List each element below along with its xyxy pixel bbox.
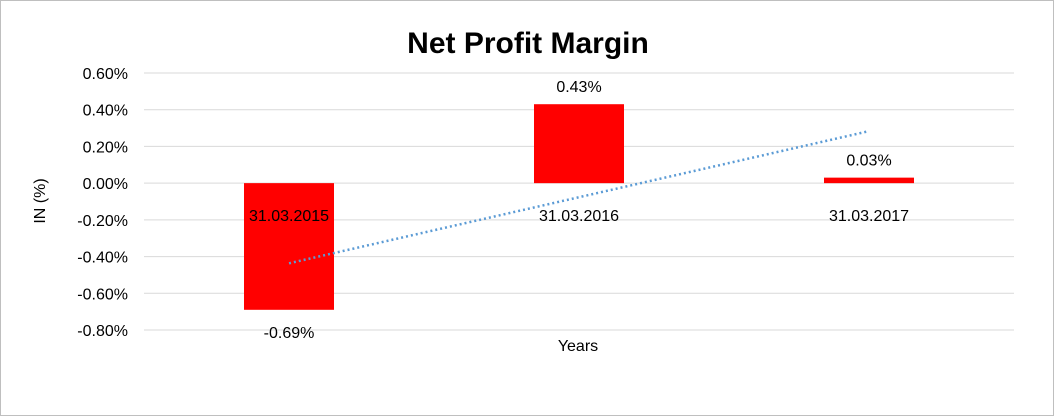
x-axis-title: Years xyxy=(558,338,598,355)
category-labels: 31.03.2015 31.03.2016 31.03.2017 xyxy=(249,208,909,225)
y-tick-label: -0.20% xyxy=(77,213,128,230)
y-tick-label: -0.80% xyxy=(77,323,128,340)
y-tick-label: 0.40% xyxy=(83,103,128,120)
bar xyxy=(824,177,914,184)
chart-title: Net Profit Margin xyxy=(407,27,649,60)
data-label: 0.43% xyxy=(556,79,601,96)
bar-layer xyxy=(244,104,914,310)
trendline-layer xyxy=(288,129,870,265)
data-label: 0.03% xyxy=(846,153,891,170)
y-tick-label: -0.60% xyxy=(77,286,128,303)
bar xyxy=(534,104,624,184)
trendline xyxy=(288,129,870,265)
category-label: 31.03.2016 xyxy=(539,208,619,225)
bar xyxy=(244,183,334,310)
y-tick-label: 0.00% xyxy=(83,176,128,193)
y-tick-label: 0.60% xyxy=(83,66,128,83)
category-label: 31.03.2017 xyxy=(829,208,909,225)
data-label: -0.69% xyxy=(264,325,315,342)
y-tick-label: -0.40% xyxy=(77,250,128,267)
y-axis-title: IN (%) xyxy=(32,178,49,223)
y-tick-labels: 0.60% 0.40% 0.20% 0.00% -0.20% -0.40% -0.60% -0… xyxy=(77,66,128,340)
data-labels: -0.69% 0.43% 0.03% xyxy=(264,79,892,342)
y-tick-label: 0.20% xyxy=(83,139,128,156)
category-label: 31.03.2015 xyxy=(249,208,329,225)
